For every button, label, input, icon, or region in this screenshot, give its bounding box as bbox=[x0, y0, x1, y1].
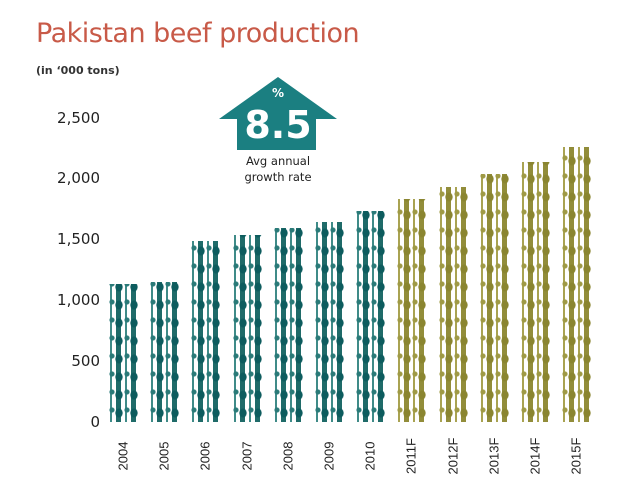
bar-2015f bbox=[561, 147, 591, 422]
x-tick-label: 2011F bbox=[403, 438, 419, 474]
x-tick-label: 2007 bbox=[239, 441, 255, 471]
bar-2005 bbox=[149, 282, 179, 422]
x-tick: 2015F bbox=[561, 437, 591, 475]
bar-2009 bbox=[314, 222, 344, 422]
x-tick-label: 2006 bbox=[197, 441, 213, 471]
callout-caption: Avg annual growth rate bbox=[219, 153, 337, 185]
x-tick-label: 2004 bbox=[115, 441, 131, 471]
x-tick: 2007 bbox=[232, 438, 262, 474]
callout-value: 8.5 bbox=[244, 103, 312, 147]
y-tick: 1,000 bbox=[57, 291, 100, 309]
x-tick: 2010 bbox=[355, 438, 385, 474]
bar-2012f bbox=[438, 187, 468, 422]
x-tick: 2004 bbox=[108, 438, 138, 474]
x-tick-label: 2015F bbox=[568, 437, 584, 475]
y-tick: 0 bbox=[90, 413, 100, 431]
callout-caption-line2: growth rate bbox=[244, 170, 312, 184]
callout-percent-sign: % bbox=[271, 86, 285, 100]
x-tick: 2013F bbox=[479, 437, 509, 475]
chart-subtitle: (in ‘000 tons) bbox=[36, 64, 120, 77]
y-tick: 2,500 bbox=[57, 109, 100, 127]
bar-2011f bbox=[396, 199, 426, 422]
bar-2014f bbox=[520, 162, 550, 422]
chart-title: Pakistan beef production bbox=[36, 18, 360, 49]
bar-2006 bbox=[190, 241, 220, 422]
x-tick-label: 2005 bbox=[156, 441, 172, 471]
x-tick: 2009 bbox=[314, 438, 344, 474]
y-tick: 2,000 bbox=[57, 169, 100, 187]
x-tick-label: 2009 bbox=[321, 441, 337, 471]
x-tick: 2011F bbox=[396, 438, 426, 474]
bar-2008 bbox=[273, 228, 303, 422]
up-arrow-icon bbox=[219, 77, 337, 150]
x-tick-label: 2012F bbox=[445, 437, 461, 475]
x-tick: 2012F bbox=[438, 437, 468, 475]
y-tick: 500 bbox=[71, 352, 100, 370]
x-tick-label: 2014F bbox=[527, 437, 543, 475]
x-tick: 2008 bbox=[273, 438, 303, 474]
bar-2007 bbox=[232, 235, 262, 422]
y-tick: 1,500 bbox=[57, 230, 100, 248]
x-tick: 2005 bbox=[149, 438, 179, 474]
x-tick: 2014F bbox=[520, 437, 550, 475]
callout-caption-line1: Avg annual bbox=[245, 154, 311, 168]
x-tick-label: 2010 bbox=[362, 441, 378, 471]
x-tick-label: 2013F bbox=[486, 437, 502, 475]
bar-2004 bbox=[108, 284, 138, 422]
bar-2010 bbox=[355, 211, 385, 422]
bar-2013f bbox=[479, 174, 509, 422]
x-tick: 2006 bbox=[190, 438, 220, 474]
x-tick-label: 2008 bbox=[280, 441, 296, 471]
